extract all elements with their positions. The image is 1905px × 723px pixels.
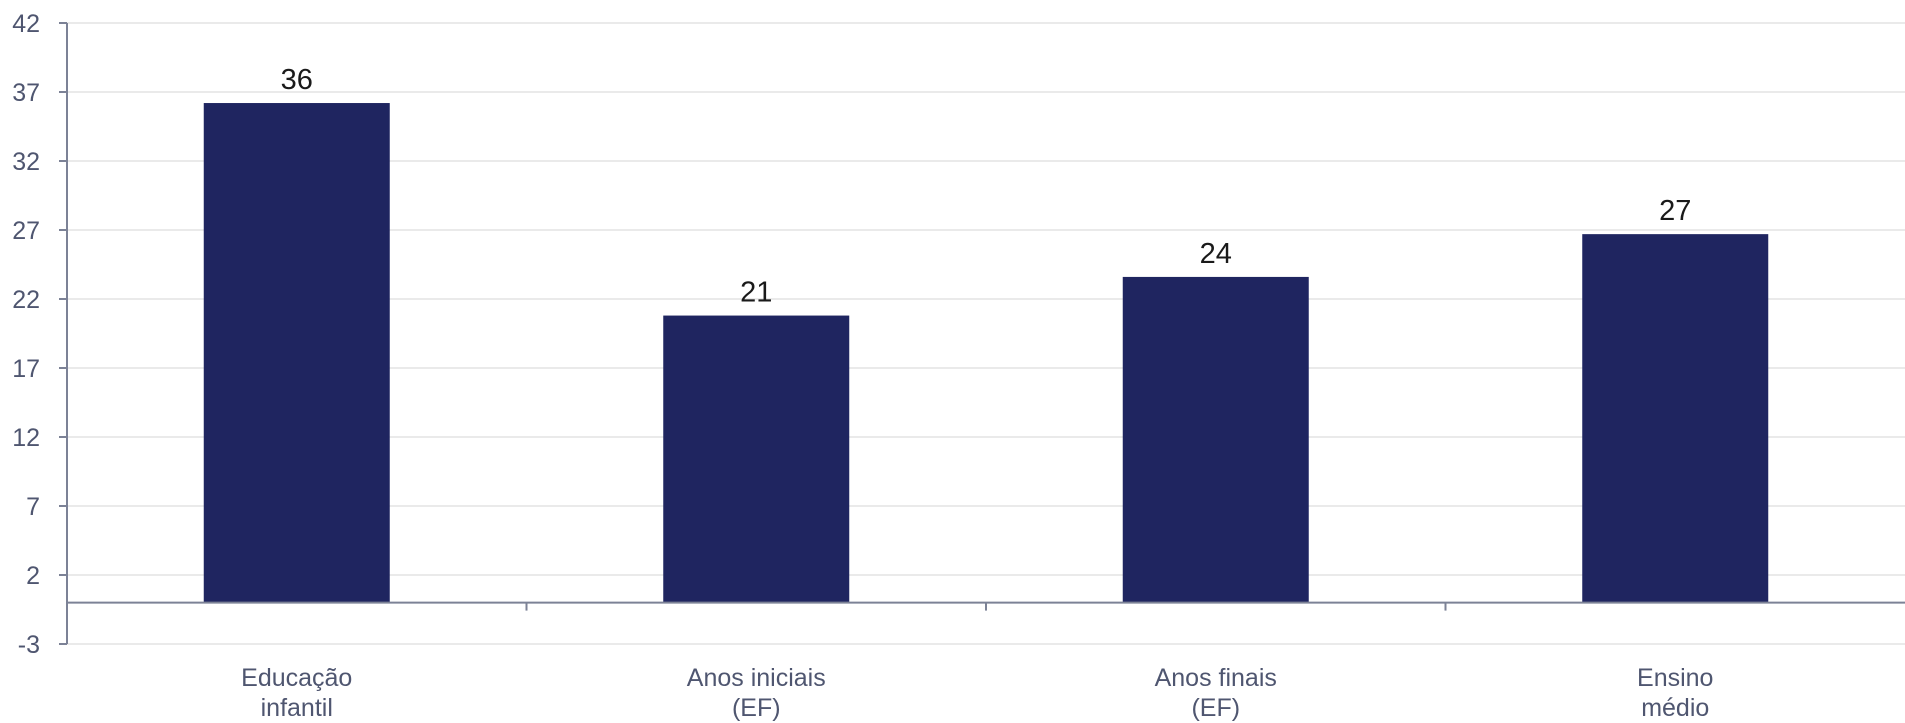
data-label-3: 27 — [1659, 195, 1691, 227]
category-label-0-line-1: infantil — [261, 694, 333, 722]
y-tick-label-9: 42 — [12, 10, 40, 38]
category-label-1-line-0: Anos iniciais — [687, 664, 826, 692]
y-tick-label-1: 2 — [26, 562, 40, 590]
y-tick-label-3: 12 — [12, 424, 40, 452]
category-label-1: Anos iniciais (EF) — [687, 664, 826, 722]
y-tick-label-0: -3 — [18, 631, 40, 659]
axes — [59, 22, 1905, 645]
data-label-2: 24 — [1200, 238, 1232, 270]
data-label-0: 36 — [281, 64, 313, 96]
category-label-2-line-1: (EF) — [1191, 694, 1240, 722]
category-label-0-line-0: Educação — [241, 664, 352, 692]
data-label-1: 21 — [740, 277, 772, 309]
category-label-3-line-1: médio — [1641, 694, 1709, 722]
y-tick-label-6: 27 — [12, 217, 40, 245]
bar-2 — [1122, 276, 1309, 603]
category-label-3: Ensino médio — [1637, 664, 1713, 722]
y-tick-label-8: 37 — [12, 79, 40, 107]
category-label-1-line-1: (EF) — [732, 694, 781, 722]
category-label-3-line-0: Ensino — [1637, 664, 1713, 692]
category-label-2-line-0: Anos finais — [1155, 664, 1277, 692]
bars — [203, 103, 1769, 603]
y-tick-label-4: 17 — [12, 355, 40, 383]
bar-0 — [203, 103, 390, 603]
category-label-0: Educação infantil — [241, 664, 352, 722]
bar-1 — [663, 315, 850, 603]
y-tick-label-5: 22 — [12, 286, 40, 314]
y-tick-label-2: 7 — [26, 493, 40, 521]
y-tick-label-7: 32 — [12, 148, 40, 176]
bar-3 — [1582, 234, 1769, 603]
category-label-2: Anos finais (EF) — [1155, 664, 1277, 722]
